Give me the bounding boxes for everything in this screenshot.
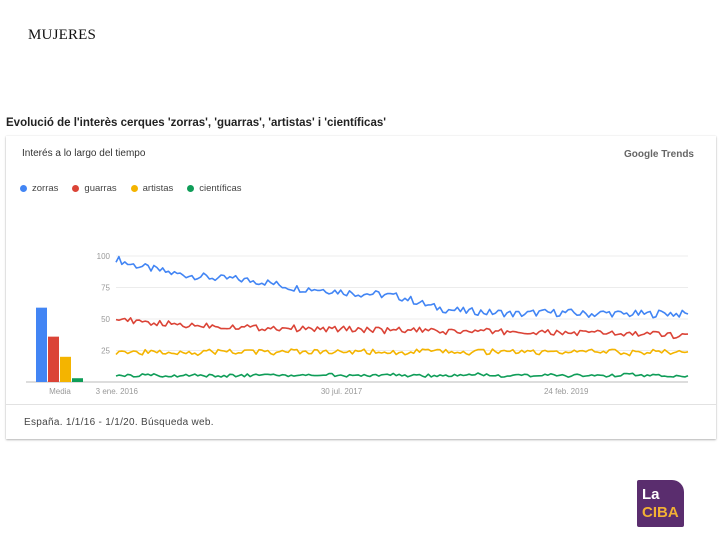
average-bar: [48, 336, 59, 382]
average-bar: [36, 307, 47, 382]
legend-label: guarras: [84, 183, 117, 194]
la-ciba-logo: La CIBA: [637, 480, 684, 527]
legend-dot: [130, 185, 138, 192]
legend-label: artistas: [142, 183, 174, 194]
legend-dot: [187, 185, 195, 192]
series-line: [115, 372, 689, 378]
legend-label: zorras: [32, 183, 59, 194]
y-tick-label: 50: [101, 315, 110, 324]
average-bar: [72, 378, 83, 382]
series-line: [115, 255, 689, 319]
legend-item: guarras: [72, 183, 117, 194]
x-tick-label: 24 feb. 2019: [544, 387, 589, 396]
average-bar: [60, 356, 71, 382]
legend-dot: [72, 185, 80, 192]
legend-item: científicas: [187, 183, 242, 194]
legend-item: zorras: [20, 183, 58, 194]
y-tick-label: 75: [101, 284, 110, 293]
y-tick-label: 100: [97, 252, 111, 261]
x-tick-label: 30 jul. 2017: [321, 387, 363, 396]
x-tick-label: 3 ene. 2016: [96, 387, 139, 396]
card-subtitle: Interés a lo largo del tiempo: [22, 148, 146, 159]
card-footer: España. 1/1/16 - 1/1/20. Búsqueda web.: [24, 417, 214, 428]
chart-legend: zorras guarras artistas científicas: [20, 183, 242, 194]
average-label: Media: [49, 387, 71, 396]
legend-dot: [20, 185, 27, 192]
trends-card: Interés a lo largo del tiempo Google Tre…: [6, 136, 716, 439]
series-line: [115, 317, 689, 340]
legend-label: científicas: [199, 183, 242, 194]
series-line: [115, 348, 689, 357]
legend-item: artistas: [130, 183, 174, 194]
chart-heading: Evolució de l'interès cerques 'zorras', …: [6, 117, 386, 129]
trends-chart: 100 75 50 25 Media 3 ene. 2016 30 jul. 2017 24 …: [26, 252, 689, 396]
card-divider: [6, 404, 716, 405]
google-trends-logo: Google Trends: [623, 149, 694, 160]
y-tick-label: 25: [101, 347, 110, 356]
slide-title: MUJERES: [28, 27, 97, 43]
